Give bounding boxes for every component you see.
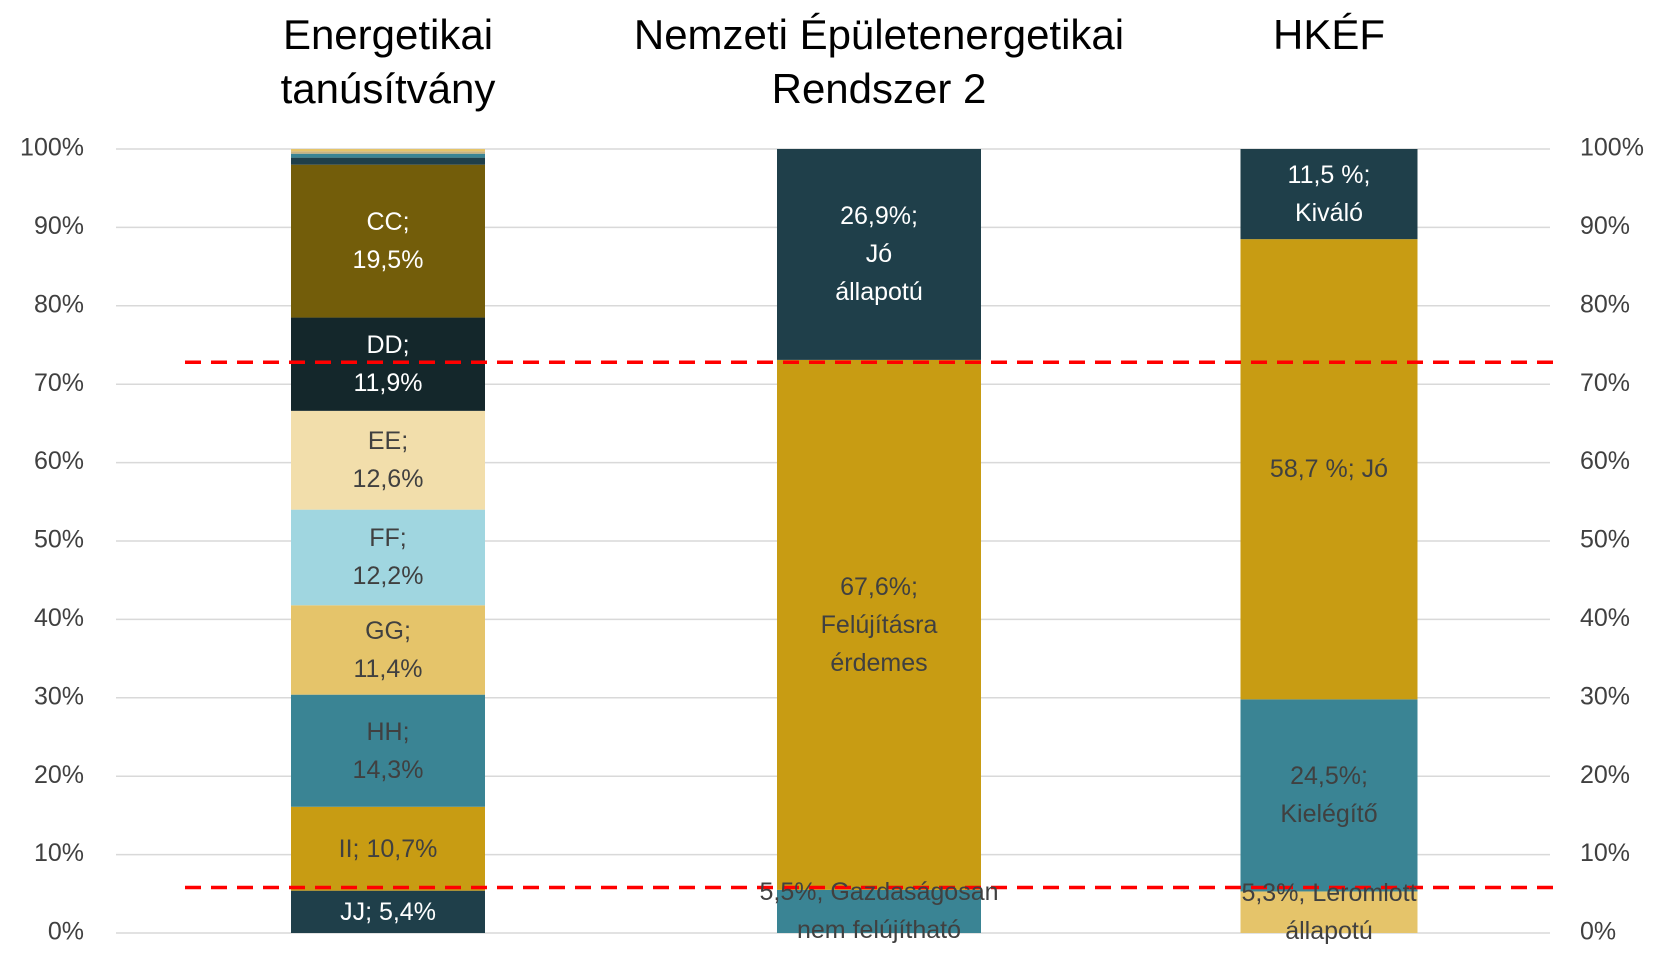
value-label: GG; 11,4% xyxy=(353,616,423,683)
bar-segment xyxy=(291,164,485,318)
bar-segment xyxy=(1240,239,1418,700)
value-label: II; 10,7% xyxy=(338,834,438,863)
y2-tick-label: 90% xyxy=(1580,212,1630,240)
bar-segment xyxy=(291,153,485,158)
bar-segment xyxy=(291,694,485,807)
value-label: EE; 12,6% xyxy=(352,427,424,494)
bar-segment xyxy=(291,151,485,154)
value-label: HH; 14,3% xyxy=(352,717,424,784)
bar-title: Energetikai tanúsítvány xyxy=(280,11,496,112)
value-label: 26,9%; Jó állapotú xyxy=(835,202,923,307)
value-label: JJ; 5,4% xyxy=(340,897,436,926)
value-label: 58,7 %; Jó xyxy=(1269,455,1389,484)
value-label: CC; 19,5% xyxy=(352,208,424,275)
bar-segment xyxy=(1240,149,1418,240)
value-label: 5,3%, Leromlott állapotú xyxy=(1241,879,1417,946)
bar-segment xyxy=(777,149,981,360)
y2-tick-label: 0% xyxy=(1580,918,1616,946)
bar-segment xyxy=(291,410,485,510)
y-tick-label: 0% xyxy=(48,918,84,946)
y-tick-label: 50% xyxy=(34,526,84,554)
bar-segment xyxy=(1240,891,1418,933)
y2-tick-label: 100% xyxy=(1580,134,1644,162)
y2-tick-label: 60% xyxy=(1580,447,1630,475)
y2-tick-label: 10% xyxy=(1580,839,1630,867)
y-tick-label: 70% xyxy=(34,369,84,397)
bar-segment xyxy=(291,149,485,152)
value-label: DD; 11,9% xyxy=(353,331,423,398)
bar-segment xyxy=(777,359,981,890)
bar-segment xyxy=(291,806,485,891)
y2-tick-label: 70% xyxy=(1580,369,1630,397)
value-label: 11,5 %; Kiváló xyxy=(1287,161,1371,228)
y-tick-label: 20% xyxy=(34,761,84,789)
y-tick-label: 90% xyxy=(34,212,84,240)
value-label: 67,6%; Felújításra érdemes xyxy=(820,572,938,677)
bar-title: HKÉF xyxy=(1272,11,1385,58)
bar-segment xyxy=(291,605,485,695)
bar-segment xyxy=(291,509,485,606)
y2-tick-label: 20% xyxy=(1580,761,1630,789)
y2-tick-label: 50% xyxy=(1580,526,1630,554)
value-label: FF; 12,2% xyxy=(352,524,424,591)
y-tick-label: 60% xyxy=(34,447,84,475)
y-tick-label: 100% xyxy=(20,134,84,162)
bar-title: Nemzeti Épületenergetikai Rendszer 2 xyxy=(633,11,1125,112)
y2-tick-label: 40% xyxy=(1580,604,1630,632)
bar-segment xyxy=(1240,699,1418,892)
bar-segment xyxy=(291,157,485,165)
y-tick-label: 10% xyxy=(34,839,84,867)
value-label: 5,5%, Gazdaságosan nem felújítható xyxy=(759,878,999,945)
y2-tick-label: 30% xyxy=(1580,682,1630,710)
y-tick-label: 30% xyxy=(34,682,84,710)
bar-segment xyxy=(291,317,485,411)
y2-tick-label: 80% xyxy=(1580,290,1630,318)
value-label: 24,5%; Kielégítő xyxy=(1280,762,1378,829)
bar-segment xyxy=(291,890,485,933)
y-tick-label: 40% xyxy=(34,604,84,632)
y-tick-label: 80% xyxy=(34,290,84,318)
bar-segment xyxy=(777,889,981,933)
